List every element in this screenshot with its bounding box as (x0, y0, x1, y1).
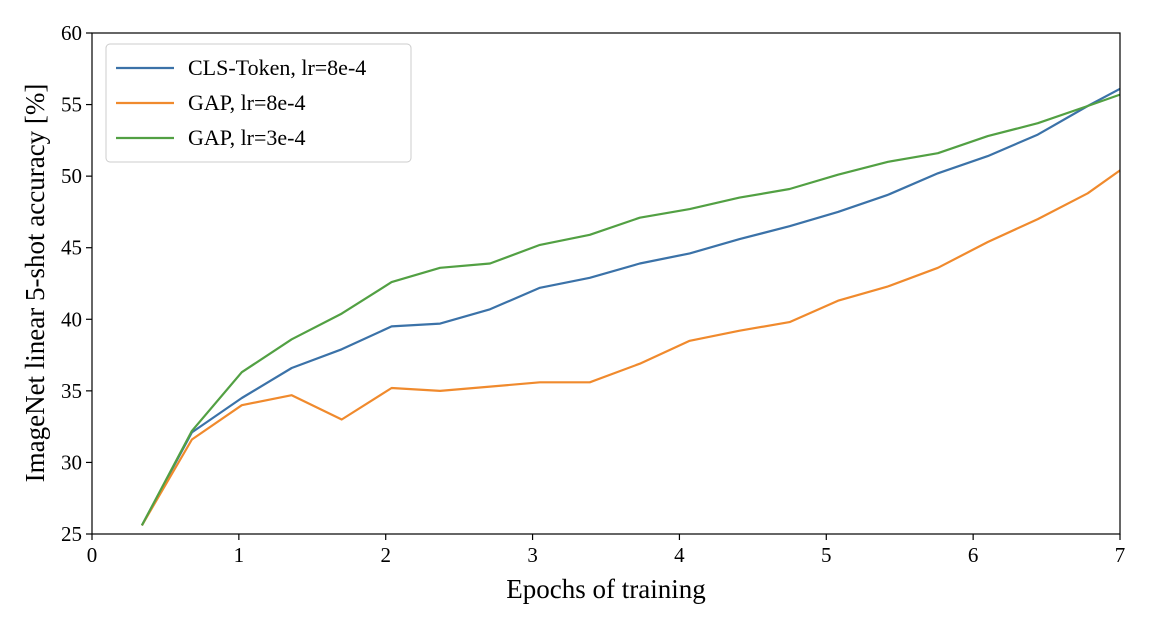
series-line-1 (140, 87, 1121, 526)
y-axis-title: ImageNet linear 5-shot accuracy [%] (20, 84, 50, 483)
x-tick-label: 2 (380, 543, 391, 567)
plot-frame (91, 32, 1121, 535)
x-tick-label: 6 (968, 543, 979, 567)
x-tick-label: 4 (674, 543, 685, 567)
y-tick-label: 25 (61, 522, 82, 546)
x-tick-label: 5 (821, 543, 832, 567)
y-tick-label: 40 (61, 307, 82, 331)
y-tick-label: 45 (61, 236, 82, 260)
legend-label: GAP, lr=3e-4 (188, 125, 306, 150)
x-axis: 0 1 2 3 4 5 6 7 (87, 534, 1126, 567)
y-tick-label: 50 (61, 164, 82, 188)
legend-label: CLS-Token, lr=8e-4 (188, 55, 366, 80)
legend-label: GAP, lr=8e-4 (188, 90, 306, 115)
legend-box (105, 43, 412, 163)
y-tick-label: 60 (61, 21, 82, 45)
plot-content (140, 87, 1121, 526)
x-axis-title: Epochs of training (506, 574, 705, 604)
x-tick-label: 3 (527, 543, 538, 567)
series-line-3 (140, 93, 1121, 526)
x-tick-label: 7 (1115, 543, 1126, 567)
y-tick-label: 55 (61, 93, 82, 117)
y-tick-label: 30 (61, 450, 82, 474)
x-tick-label: 0 (87, 543, 98, 567)
y-tick-label: 35 (61, 379, 82, 403)
y-axis: 25 30 35 40 45 50 55 60 (61, 21, 92, 546)
x-tick-label: 1 (234, 543, 245, 567)
legend: CLS-Token, lr=8e-4 GAP, lr=8e-4 GAP, lr=3e… (105, 43, 412, 163)
series-line-2 (140, 169, 1121, 526)
